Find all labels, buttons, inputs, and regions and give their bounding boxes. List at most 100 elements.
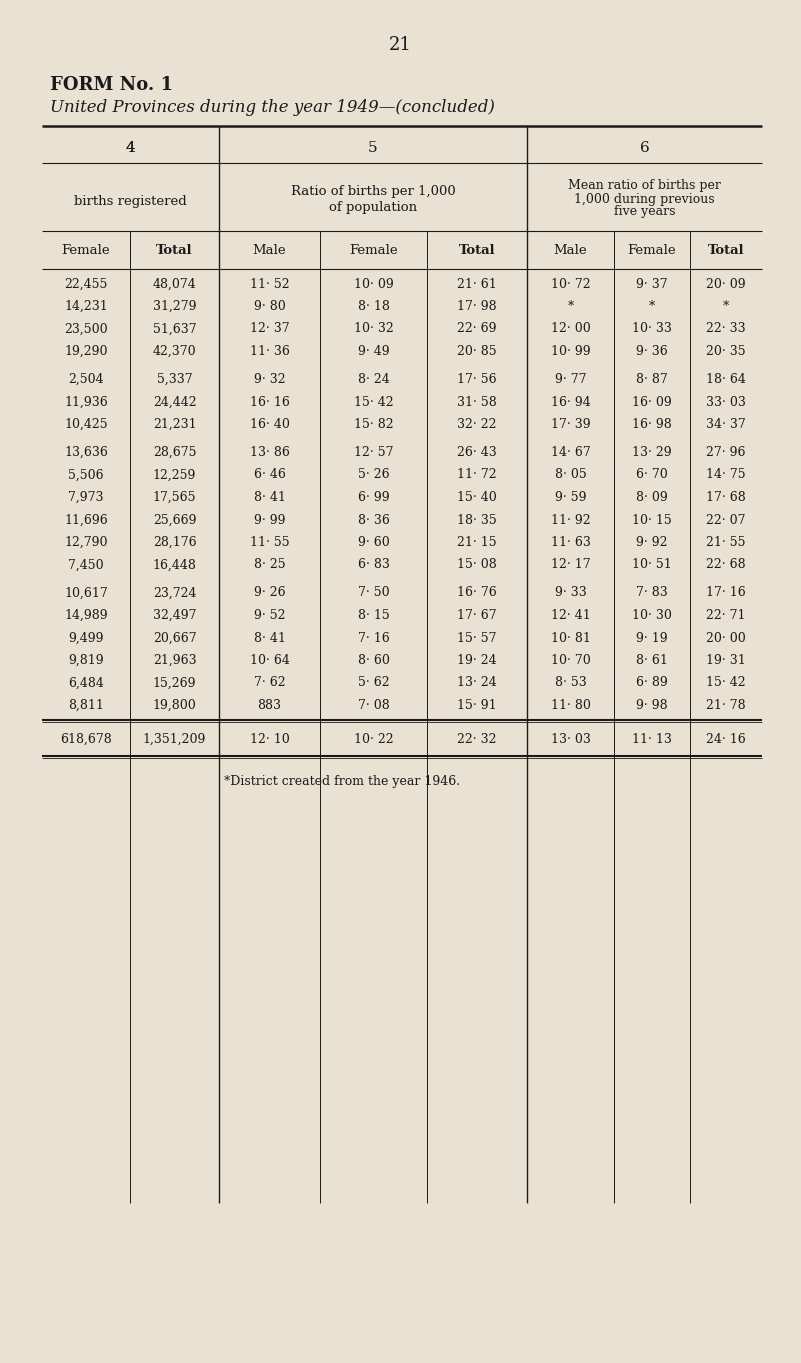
Text: 10· 70: 10· 70	[550, 654, 590, 667]
Text: 10· 81: 10· 81	[550, 631, 590, 645]
Text: 42,370: 42,370	[153, 345, 196, 358]
Text: 8· 53: 8· 53	[554, 676, 586, 690]
Text: 20· 35: 20· 35	[706, 345, 746, 358]
Text: 5,506: 5,506	[68, 469, 104, 481]
Text: 15· 82: 15· 82	[354, 418, 393, 431]
Text: 2,504: 2,504	[68, 373, 104, 386]
Text: 19,290: 19,290	[64, 345, 108, 358]
Text: 9· 33: 9· 33	[554, 586, 586, 600]
Text: 21· 55: 21· 55	[706, 536, 746, 549]
Text: five years: five years	[614, 206, 675, 218]
Text: 22· 69: 22· 69	[457, 323, 497, 335]
Text: 15· 42: 15· 42	[706, 676, 746, 690]
Text: 9· 36: 9· 36	[636, 345, 668, 358]
Text: 5: 5	[368, 140, 378, 155]
Text: 25,669: 25,669	[153, 514, 196, 526]
Text: 9· 32: 9· 32	[254, 373, 285, 386]
Text: *District created from the year 1946.: *District created from the year 1946.	[224, 776, 460, 789]
Text: 10,617: 10,617	[64, 586, 108, 600]
Text: 8· 18: 8· 18	[357, 300, 389, 313]
Text: 15· 08: 15· 08	[457, 559, 497, 571]
Text: 22· 07: 22· 07	[706, 514, 746, 526]
Text: 11,696: 11,696	[64, 514, 108, 526]
Text: Male: Male	[252, 244, 286, 256]
Text: 13· 03: 13· 03	[550, 733, 590, 746]
Text: FORM No. 1: FORM No. 1	[50, 76, 173, 94]
Text: 22,455: 22,455	[64, 278, 107, 290]
Text: 17· 68: 17· 68	[706, 491, 746, 504]
Text: 16,448: 16,448	[152, 559, 196, 571]
Text: 9· 49: 9· 49	[358, 345, 389, 358]
Text: 7· 08: 7· 08	[357, 699, 389, 711]
Text: 9· 99: 9· 99	[254, 514, 285, 526]
Text: births registered: births registered	[74, 195, 187, 207]
Text: 48,074: 48,074	[153, 278, 196, 290]
Text: 6· 83: 6· 83	[357, 559, 389, 571]
Text: 12· 41: 12· 41	[550, 609, 590, 622]
Text: 16· 40: 16· 40	[250, 418, 289, 431]
Text: 1,000 during previous: 1,000 during previous	[574, 192, 714, 206]
Text: 8· 87: 8· 87	[636, 373, 668, 386]
Text: 17,565: 17,565	[153, 491, 196, 504]
Text: 11· 36: 11· 36	[250, 345, 289, 358]
Text: 11· 80: 11· 80	[550, 699, 590, 711]
Text: 15· 91: 15· 91	[457, 699, 497, 711]
Text: 13· 86: 13· 86	[250, 446, 289, 459]
Text: 9,819: 9,819	[68, 654, 104, 667]
Text: 10· 64: 10· 64	[250, 654, 289, 667]
Text: of population: of population	[329, 202, 417, 214]
Text: Total: Total	[459, 244, 495, 256]
Text: 1,351,209: 1,351,209	[143, 733, 206, 746]
Text: 16· 16: 16· 16	[250, 395, 289, 409]
Text: 10· 72: 10· 72	[551, 278, 590, 290]
Text: Female: Female	[349, 244, 398, 256]
Text: *: *	[649, 300, 655, 313]
Text: 20· 09: 20· 09	[706, 278, 746, 290]
Text: 8· 15: 8· 15	[357, 609, 389, 622]
Text: 7,450: 7,450	[68, 559, 104, 571]
Text: 5,337: 5,337	[157, 373, 192, 386]
Text: 8· 41: 8· 41	[254, 631, 285, 645]
Text: 21,963: 21,963	[153, 654, 196, 667]
Text: 6· 89: 6· 89	[636, 676, 668, 690]
Text: 7· 16: 7· 16	[357, 631, 389, 645]
Text: 8· 61: 8· 61	[636, 654, 668, 667]
Text: 5· 26: 5· 26	[358, 469, 389, 481]
Text: 15· 40: 15· 40	[457, 491, 497, 504]
Text: 22· 32: 22· 32	[457, 733, 497, 746]
Text: 9,499: 9,499	[68, 631, 104, 645]
Text: 9· 26: 9· 26	[254, 586, 285, 600]
Text: Female: Female	[628, 244, 676, 256]
Text: 11· 63: 11· 63	[550, 536, 590, 549]
Text: 9· 80: 9· 80	[254, 300, 285, 313]
Text: 11· 92: 11· 92	[551, 514, 590, 526]
Text: 19· 31: 19· 31	[706, 654, 746, 667]
Text: 7· 62: 7· 62	[254, 676, 285, 690]
Text: 8· 36: 8· 36	[357, 514, 389, 526]
Text: 10· 33: 10· 33	[632, 323, 672, 335]
Text: 6,484: 6,484	[68, 676, 104, 690]
Text: 18· 64: 18· 64	[706, 373, 746, 386]
Text: 11· 52: 11· 52	[250, 278, 289, 290]
Text: 34· 37: 34· 37	[706, 418, 746, 431]
Text: 9· 37: 9· 37	[636, 278, 668, 290]
Text: 27· 96: 27· 96	[706, 446, 746, 459]
Text: 22· 68: 22· 68	[706, 559, 746, 571]
Text: 21· 78: 21· 78	[706, 699, 746, 711]
Text: 16· 94: 16· 94	[550, 395, 590, 409]
Text: 9· 59: 9· 59	[555, 491, 586, 504]
Text: 883: 883	[257, 699, 281, 711]
Text: 8· 09: 8· 09	[636, 491, 668, 504]
Text: 4: 4	[126, 140, 135, 155]
Text: 33· 03: 33· 03	[706, 395, 746, 409]
Text: 13· 29: 13· 29	[632, 446, 672, 459]
Text: 23,500: 23,500	[64, 323, 108, 335]
Text: 21,231: 21,231	[153, 418, 196, 431]
Text: Female: Female	[62, 244, 111, 256]
Text: Male: Male	[553, 244, 587, 256]
Text: 11· 72: 11· 72	[457, 469, 497, 481]
Text: 23,724: 23,724	[153, 586, 196, 600]
Text: 10· 30: 10· 30	[632, 609, 672, 622]
Text: 16· 76: 16· 76	[457, 586, 497, 600]
Text: 12· 57: 12· 57	[354, 446, 393, 459]
